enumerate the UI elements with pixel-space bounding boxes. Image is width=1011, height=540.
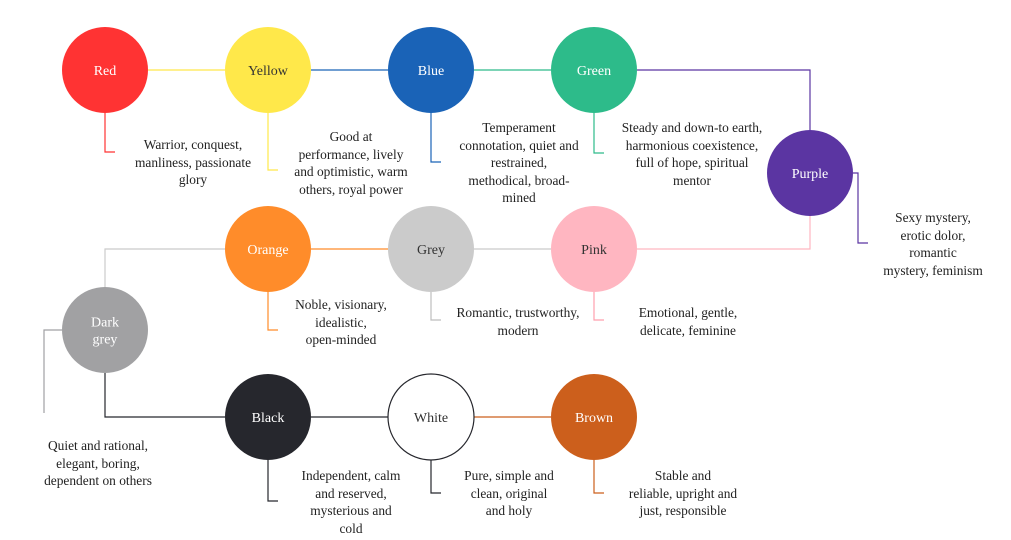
description-brown: Stable and reliable, upright and just, r… (628, 468, 738, 519)
description-grey: Romantic, trustworthy, modern (456, 305, 580, 338)
leader-line-green (593, 113, 604, 154)
leader-line-grey (430, 292, 441, 321)
circle-grey (388, 206, 474, 292)
circle-white (387, 373, 475, 461)
description-white: Pure, simple and clean, original and hol… (464, 468, 554, 519)
connector-line (637, 69, 811, 130)
leader-line-blue (430, 113, 441, 163)
node-label-red: Red (94, 64, 117, 79)
color-node-orange: Orange (225, 206, 311, 292)
description-yellow: Good at performance, lively and optimist… (294, 129, 408, 197)
connector-line (104, 373, 225, 418)
circle-red (62, 27, 148, 113)
leader-line-pink (593, 292, 604, 321)
description-pink: Emotional, gentle, delicate, feminine (638, 305, 738, 338)
leader-line-darkgrey (43, 329, 62, 413)
node-label-white: White (414, 411, 448, 426)
color-node-brown: Brown (551, 374, 637, 460)
description-purple: Sexy mystery, erotic dolor, romantic mys… (883, 210, 983, 278)
connector-line (104, 248, 225, 287)
color-node-green: Green (551, 27, 637, 113)
node-label-pink: Pink (581, 243, 607, 258)
color-node-grey: Grey (388, 206, 474, 292)
color-node-purple: Purple (767, 130, 853, 216)
description-green: Steady and down-to earth, harmonious coe… (621, 120, 763, 188)
circle-pink (551, 206, 637, 292)
circle-blue (388, 27, 474, 113)
circle-darkgrey (62, 287, 148, 373)
leader-line-brown (593, 460, 604, 494)
node-label-green: Green (577, 64, 611, 79)
connector-lines (104, 69, 811, 418)
leader-lines (43, 113, 868, 502)
node-label-brown: Brown (575, 411, 613, 426)
color-node-yellow: Yellow (225, 27, 311, 113)
node-label-darkgrey: Dark grey (91, 316, 119, 348)
color-node-red: Red (62, 27, 148, 113)
leader-line-purple (853, 172, 868, 244)
node-label-black: Black (252, 411, 285, 426)
circle-black (225, 374, 311, 460)
description-black: Independent, calm and reserved, mysterio… (301, 468, 401, 536)
node-label-orange: Orange (247, 243, 288, 258)
color-node-pink: Pink (551, 206, 637, 292)
color-node-blue: Blue (388, 27, 474, 113)
connector-line (637, 216, 811, 250)
description-red: Warrior, conquest, manliness, passionate… (134, 137, 252, 188)
node-label-blue: Blue (418, 64, 444, 79)
description-darkgrey: Quiet and rational, elegant, boring, dep… (44, 438, 152, 489)
leader-line-yellow (267, 113, 278, 171)
color-node-white: White (387, 373, 475, 461)
leader-line-red (104, 113, 115, 153)
description-blue: Temperament connotation, quiet and restr… (459, 120, 579, 206)
node-label-grey: Grey (417, 243, 445, 258)
circle-yellow (225, 27, 311, 113)
leader-line-white (430, 460, 441, 494)
color-node-black: Black (225, 374, 311, 460)
color-node-darkgrey: Dark grey (62, 287, 148, 373)
circle-green (551, 27, 637, 113)
circle-orange (225, 206, 311, 292)
node-label-yellow: Yellow (248, 64, 289, 79)
node-label-purple: Purple (792, 167, 829, 182)
color-circles: Red Yellow Blue Green Purple Orange Grey Pink Da… (62, 27, 853, 461)
leader-line-black (267, 460, 278, 502)
description-orange: Noble, visionary, idealistic, open-minde… (295, 297, 387, 348)
circle-purple (767, 130, 853, 216)
circle-brown (551, 374, 637, 460)
leader-line-orange (267, 292, 278, 331)
